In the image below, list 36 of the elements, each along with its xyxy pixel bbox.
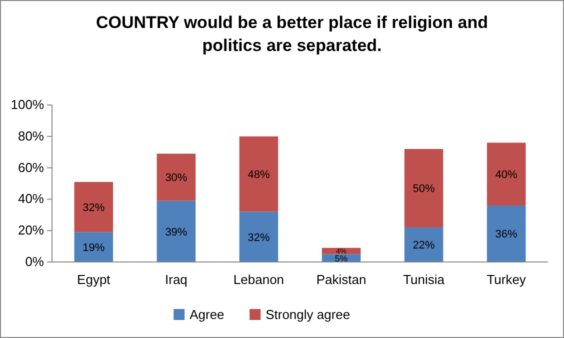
bar <box>74 232 114 262</box>
data-label: 48% <box>248 169 270 182</box>
bar <box>404 148 444 228</box>
data-label: 50% <box>412 183 436 196</box>
x-tick-label: Pakistan <box>316 272 366 287</box>
chart-title: COUNTRY would be a better place if religion and politics are separated. <box>96 13 488 55</box>
data-label: 32% <box>82 202 105 214</box>
legend-label: Strongly agree <box>266 307 350 322</box>
data-label: 19% <box>82 242 105 254</box>
x-tick-label: Turkey <box>486 272 526 287</box>
data-label: 5% <box>334 253 348 264</box>
y-tick-label: 100% <box>10 97 44 112</box>
data-label: 22% <box>412 240 436 252</box>
legend-label: Agree <box>190 307 224 322</box>
y-tick-label: 60% <box>18 160 44 175</box>
y-tick-label: 0% <box>25 254 44 269</box>
bar <box>156 154 196 201</box>
bar <box>404 227 444 262</box>
y-tick-label: 20% <box>18 222 44 238</box>
y-tick-label: 40% <box>18 191 44 206</box>
bar <box>239 212 278 262</box>
x-tick-label: Iraq <box>165 272 188 287</box>
bar <box>74 182 114 232</box>
y-tick-label: 80% <box>18 128 44 144</box>
x-tick-label: Lebanon <box>233 272 284 287</box>
bar <box>486 142 526 206</box>
data-label: 39% <box>165 226 188 238</box>
bar <box>239 136 278 212</box>
x-tick-label: Egypt <box>77 272 111 287</box>
data-label: 36% <box>495 228 518 241</box>
data-label: 40% <box>495 169 518 182</box>
data-label: 30% <box>165 172 188 184</box>
x-tick-label: Tunisia <box>403 272 446 287</box>
bar <box>486 205 526 262</box>
bar <box>156 200 196 262</box>
data-label: 32% <box>248 232 270 244</box>
